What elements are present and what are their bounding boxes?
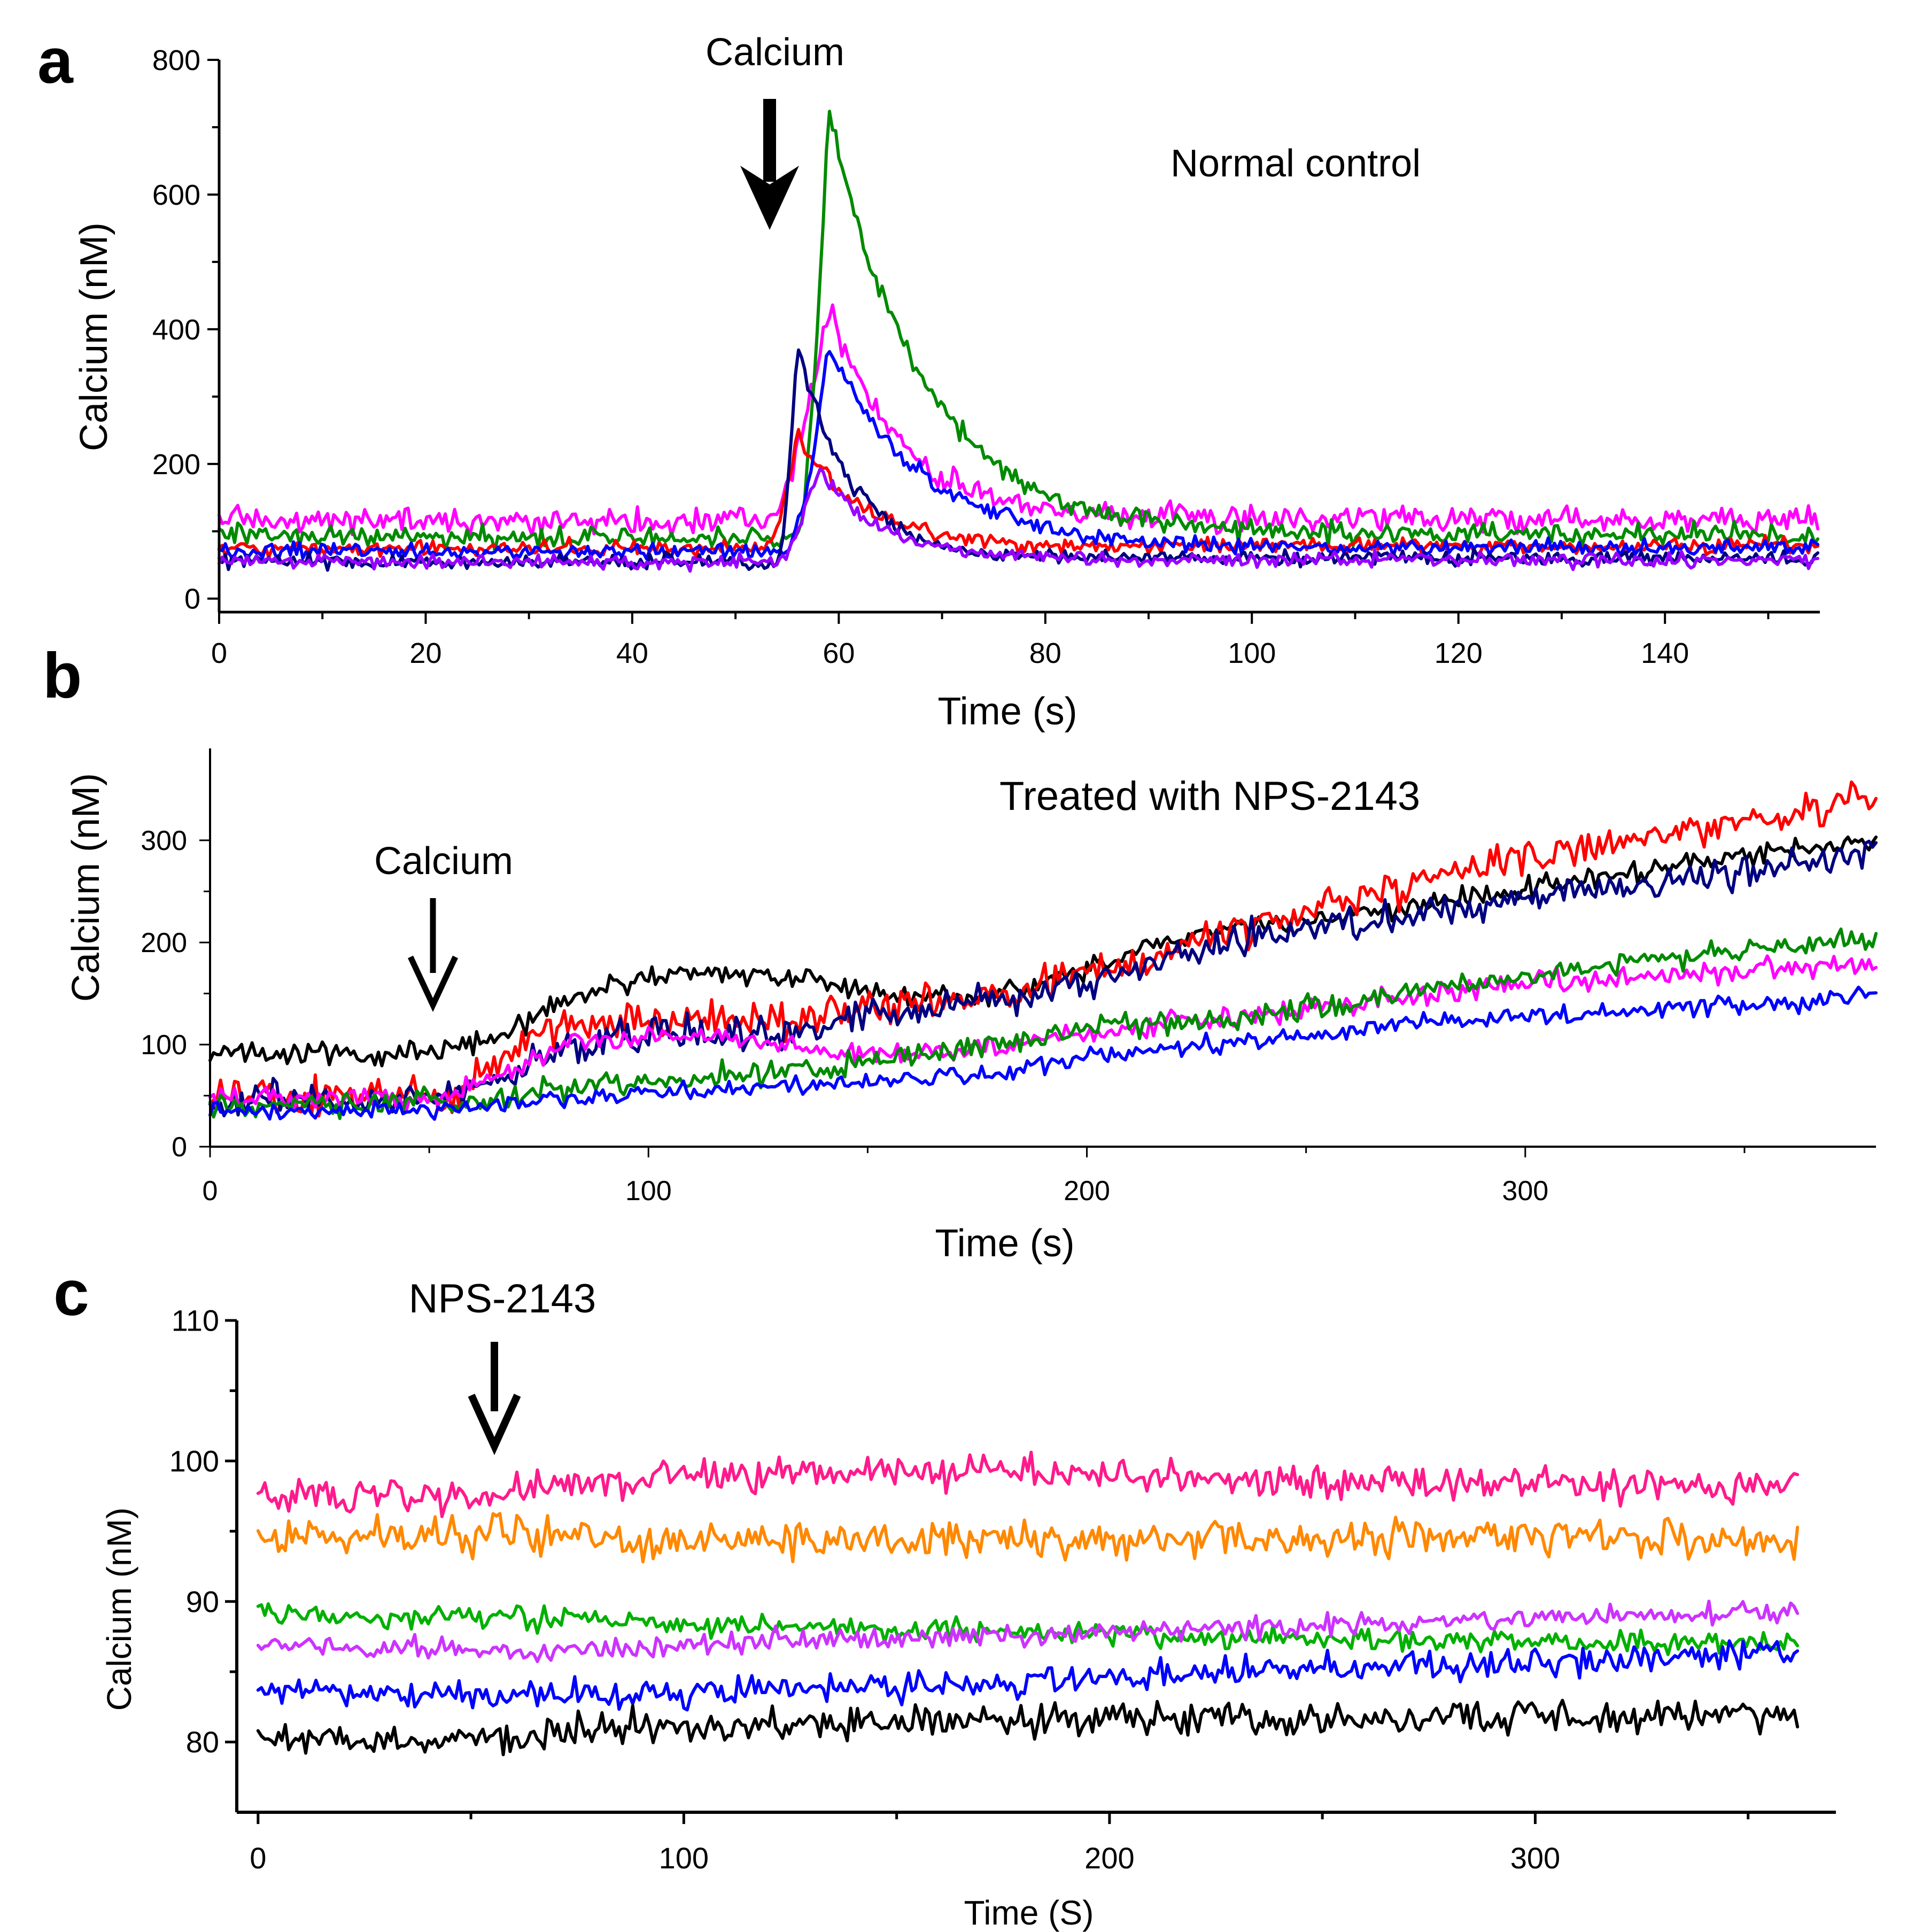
- panel-a-x-tick-label: 0: [211, 637, 227, 669]
- panel-a-ylabel: Calcium (nM): [73, 222, 115, 451]
- panel-c-series-green: [256, 1602, 1800, 1656]
- panel-b-y-tick-label: 200: [141, 928, 187, 959]
- panel-b-y-tick-label: 300: [141, 825, 187, 856]
- panel-a-arrow: [740, 99, 799, 230]
- panel-c-ylabel: Calcium (nM): [100, 1508, 138, 1711]
- panel-a-x-tick-label: 100: [1228, 637, 1276, 669]
- panel-c-y-tick-label: 110: [172, 1304, 219, 1338]
- panel-c-series-pink: [256, 1450, 1800, 1518]
- panel-a-x-tick-label: 80: [1029, 637, 1061, 669]
- panel-c-series-orange: [256, 1512, 1800, 1564]
- panel-a-x-tick-label: 40: [616, 637, 648, 669]
- panel-c-y-tick-label: 90: [186, 1585, 219, 1618]
- panel-c-arrow: [468, 1342, 521, 1455]
- panel-b-letter: b: [43, 640, 82, 712]
- panel-b-y-tick-label: 100: [141, 1030, 187, 1061]
- panel-a-series-blue: [218, 350, 1820, 562]
- panel-c-xlabel: Time (S): [964, 1894, 1094, 1932]
- panel-c: c 0 100 200 300 80 90 100 110 NPS-2143 Calcium …: [53, 1257, 1836, 1932]
- panel-b-series-blue: [208, 985, 1878, 1121]
- panel-a-xlabel: Time (s): [937, 690, 1077, 733]
- panel-b-x-tick-label: 0: [203, 1176, 218, 1207]
- panel-b-series-navy: [208, 839, 1878, 1118]
- panel-c-series-blue: [256, 1639, 1800, 1712]
- panel-a-y-tick-label: 800: [152, 44, 200, 76]
- panel-c-nps-annotation: NPS-2143: [409, 1276, 596, 1322]
- panel-c-y-tick-label: 80: [186, 1725, 219, 1759]
- panel-c-series-black: [256, 1698, 1800, 1757]
- panel-b-x-tick-label: 100: [625, 1176, 672, 1207]
- panel-a-x-tick-label: 60: [823, 637, 855, 669]
- panel-a-y-tick-label: 0: [184, 583, 200, 615]
- panel-a-x-tick-label: 140: [1641, 637, 1689, 669]
- panel-b-traces: [208, 780, 1878, 1121]
- panel-a-title: Normal control: [1170, 142, 1421, 185]
- panel-c-traces: [256, 1450, 1800, 1757]
- panel-b-x-tick-label: 200: [1064, 1176, 1110, 1207]
- panel-b-y-tick-label: 0: [172, 1132, 187, 1163]
- panel-b-axes: 0 100 200 300 0 100 200 300: [141, 748, 1876, 1207]
- panel-c-series-magenta: [256, 1599, 1800, 1663]
- panel-a-series-magenta: [218, 303, 1820, 537]
- panel-b-calcium-annotation: Calcium: [374, 840, 513, 883]
- panel-a-letter: a: [37, 25, 74, 97]
- panel-c-axes: 0 100 200 300 80 90 100 110: [169, 1304, 1836, 1875]
- panel-a-series-purple: [218, 467, 1820, 573]
- panel-a-y-tick-label: 200: [152, 449, 200, 481]
- panel-c-x-tick-label: 300: [1510, 1841, 1560, 1875]
- panel-b-ylabel: Calcium (nM): [65, 773, 107, 1002]
- panel-b-arrow: [408, 898, 458, 1013]
- panel-a-calcium-annotation: Calcium: [706, 31, 844, 74]
- panel-a-axes: 0 20 40 60 80 100 120 140 0 200 400 600 800: [152, 44, 1820, 669]
- panel-a-x-tick-label: 120: [1435, 637, 1483, 669]
- panel-a: a 0 20 40 60 80 100 120 140 0 200 400 600 800 Normal…: [37, 25, 1820, 733]
- panel-c-y-tick-label: 100: [169, 1444, 219, 1478]
- panel-a-series-green: [218, 110, 1820, 553]
- panel-b-xlabel: Time (s): [935, 1222, 1074, 1265]
- panel-b-series-magenta: [208, 954, 1878, 1112]
- panel-a-traces: [218, 110, 1820, 573]
- panel-b-title: Treated with NPS-2143: [999, 774, 1420, 819]
- panel-b-x-tick-label: 300: [1502, 1176, 1548, 1207]
- panel-a-y-tick-label: 400: [152, 314, 200, 346]
- panel-c-x-tick-label: 200: [1084, 1841, 1134, 1875]
- panel-c-x-tick-label: 0: [250, 1841, 266, 1875]
- panel-c-x-tick-label: 100: [659, 1841, 709, 1875]
- panel-a-x-tick-label: 20: [409, 637, 441, 669]
- panel-a-y-tick-label: 600: [152, 179, 200, 211]
- panel-c-letter: c: [53, 1257, 89, 1329]
- panel-b-series-red: [208, 780, 1878, 1118]
